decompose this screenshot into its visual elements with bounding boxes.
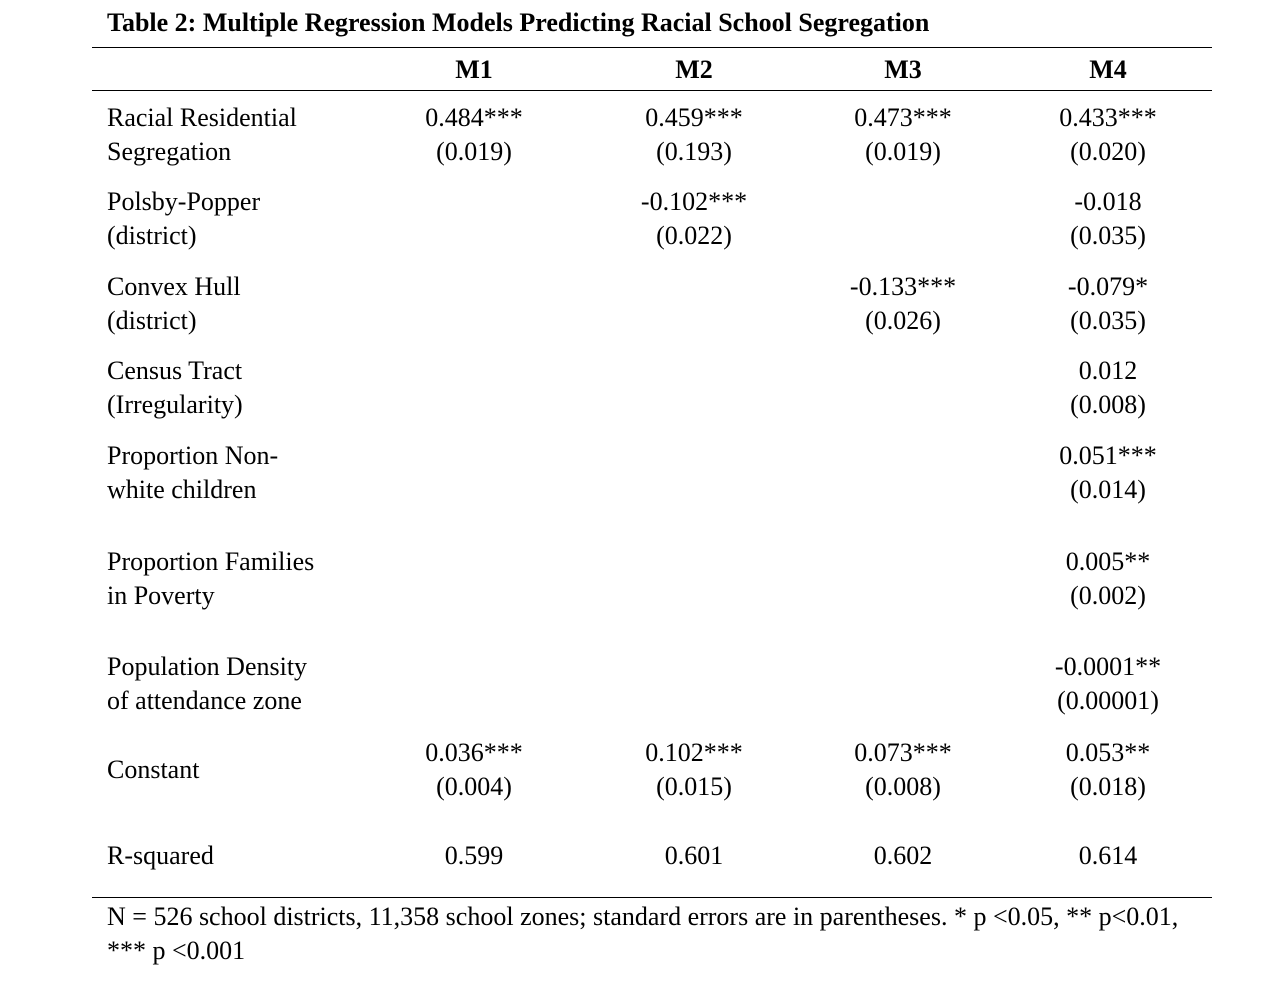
- column-header-m2: M2: [675, 55, 713, 84]
- row-label-constant: Constant: [107, 755, 200, 784]
- cell-r8-m3: 0.602: [873, 841, 933, 870]
- cell-r0-m1: 0.484*** (0.019): [425, 103, 523, 166]
- cell-r2-m1: [374, 270, 574, 338]
- cell-r4-m3: [803, 439, 1003, 507]
- cell-r6-m4: -0.0001** (0.00001): [1054, 652, 1162, 715]
- cell-r1-m1: [374, 185, 574, 253]
- cell-r7-m3: 0.073*** (0.008): [854, 738, 952, 801]
- cell-r3-m4: 0.012 (0.008): [1070, 356, 1146, 419]
- row-label-r-squared: R-squared: [107, 841, 214, 870]
- cell-r2-m2: [594, 270, 794, 338]
- cell-r0-m4: 0.433*** (0.020): [1059, 103, 1157, 166]
- cell-r0-m3: 0.473*** (0.019): [854, 103, 952, 166]
- cell-r1-m3: [803, 185, 1003, 253]
- cell-r5-m3: [803, 545, 1003, 613]
- bottom-rule: [92, 897, 1212, 898]
- top-rule: [92, 47, 1212, 48]
- cell-r4-m4: 0.051*** (0.014): [1059, 441, 1157, 504]
- cell-r1-m4: -0.018 (0.035): [1070, 187, 1146, 250]
- column-header-m3: M3: [884, 55, 922, 84]
- row-label-convex-hull: Convex Hull (district): [107, 272, 241, 335]
- cell-r5-m2: [594, 545, 794, 613]
- cell-r6-m3: [803, 650, 1003, 718]
- cell-r6-m2: [594, 650, 794, 718]
- cell-r8-m1: 0.599: [444, 841, 504, 870]
- cell-r5-m1: [374, 545, 574, 613]
- cell-r8-m2: 0.601: [664, 841, 724, 870]
- cell-r3-m2: [594, 354, 794, 422]
- header-rule: [92, 90, 1212, 91]
- cell-r5-m4: 0.005** (0.002): [1065, 547, 1151, 610]
- cell-r4-m1: [374, 439, 574, 507]
- cell-r7-m2: 0.102*** (0.015): [645, 738, 743, 801]
- cell-r8-m4: 0.614: [1078, 841, 1138, 870]
- cell-r0-m2: 0.459*** (0.193): [645, 103, 743, 166]
- row-label-population-density: Population Density of attendance zone: [107, 652, 308, 715]
- cell-r3-m3: [803, 354, 1003, 422]
- row-label-proportion-nonwhite-children: Proportion Non- white children: [107, 441, 279, 504]
- cell-r2-m4: -0.079* (0.035): [1067, 272, 1149, 335]
- table-note: N = 526 school districts, 11,358 school …: [107, 902, 1179, 965]
- cell-r7-m4: 0.053** (0.018): [1065, 738, 1151, 801]
- cell-r1-m2: -0.102*** (0.022): [640, 187, 748, 250]
- cell-r7-m1: 0.036*** (0.004): [425, 738, 523, 801]
- cell-r4-m2: [594, 439, 794, 507]
- row-label-proportion-families-poverty: Proportion Families in Poverty: [107, 547, 315, 610]
- cell-r3-m1: [374, 354, 574, 422]
- cell-r2-m3: -0.133*** (0.026): [849, 272, 957, 335]
- row-label-polsby-popper: Polsby-Popper (district): [107, 187, 261, 250]
- table-title: Table 2: Multiple Regression Models Pred…: [107, 8, 930, 37]
- row-label-racial-residential-segregation: Racial Residential Segregation: [107, 103, 297, 166]
- row-label-census-tract: Census Tract (Irregularity): [107, 356, 243, 419]
- column-header-m1: M1: [455, 55, 493, 84]
- column-header-m4: M4: [1089, 55, 1127, 84]
- cell-r6-m1: [374, 650, 574, 718]
